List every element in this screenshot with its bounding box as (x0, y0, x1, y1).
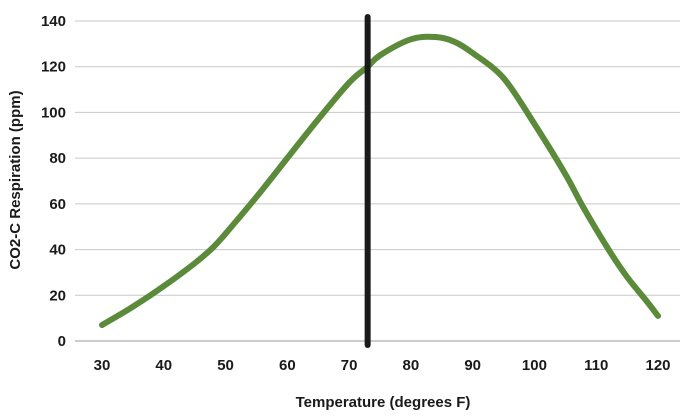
x-tick-label: 100 (522, 357, 547, 374)
x-tick-label: 40 (155, 357, 172, 374)
y-tick-labels: 0 20 40 60 80 100 120 140 (41, 13, 66, 350)
x-tick-labels: 30 40 50 60 70 80 90 100 110 120 (94, 357, 671, 374)
x-tick-label: 70 (341, 357, 358, 374)
y-tick-label: 0 (58, 333, 66, 350)
x-tick-label: 90 (464, 357, 481, 374)
x-tick-label: 50 (217, 357, 234, 374)
series-group (99, 33, 661, 328)
y-tick-label: 140 (41, 13, 66, 30)
y-tick-label: 40 (49, 242, 66, 259)
y-tick-label: 120 (41, 59, 66, 76)
y-tick-label: 80 (49, 150, 66, 167)
y-tick-label: 100 (41, 104, 66, 121)
x-axis-title: Temperature (degrees F) (296, 394, 471, 411)
y-tick-label: 60 (49, 196, 66, 213)
y-tick-label: 20 (49, 287, 66, 304)
x-tick-label: 60 (279, 357, 296, 374)
x-tick-label: 120 (645, 357, 670, 374)
x-tick-label: 30 (94, 357, 111, 374)
grid (75, 20, 680, 342)
y-axis-title: CO2-C Respiration (ppm) (7, 90, 24, 269)
x-tick-label: 80 (403, 357, 420, 374)
series-line-0 (99, 33, 661, 328)
x-tick-label: 110 (584, 357, 608, 374)
